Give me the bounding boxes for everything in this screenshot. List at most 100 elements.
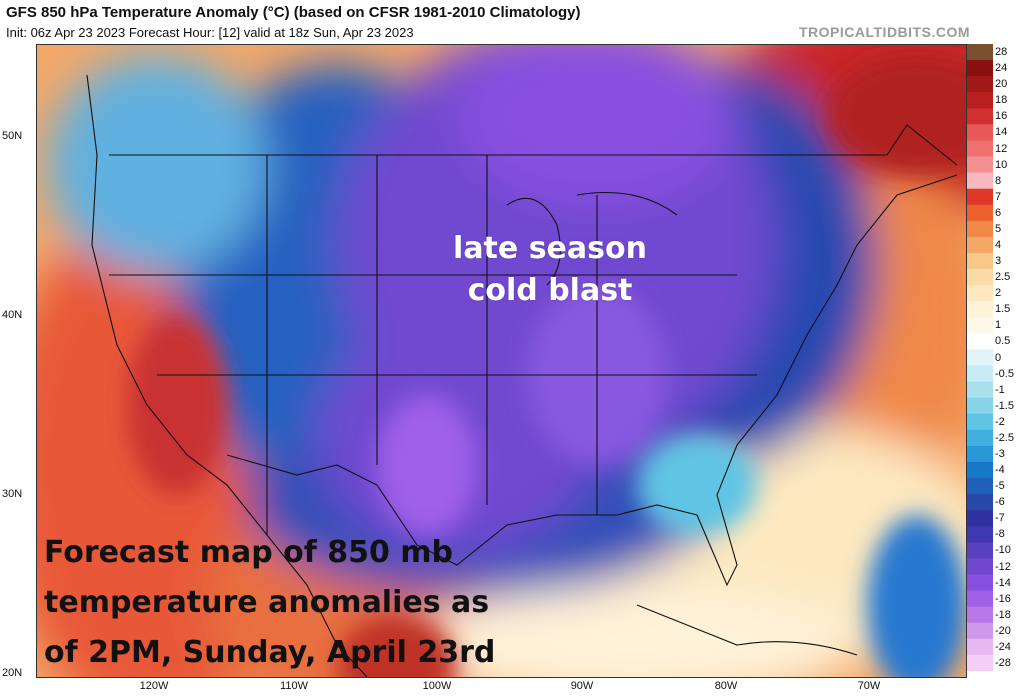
colorbar-tick-label: 1 bbox=[995, 319, 1002, 332]
colorbar-tick-label: -8 bbox=[995, 528, 1005, 541]
colorbar-tick-label: 3 bbox=[995, 255, 1002, 268]
colorbar-swatch bbox=[967, 220, 993, 238]
colorbar-swatch bbox=[967, 172, 993, 190]
colorbar-swatch bbox=[967, 542, 993, 559]
colorbar-tick-label: -12 bbox=[995, 560, 1011, 573]
colorbar-swatch bbox=[967, 445, 993, 463]
colorbar-swatch bbox=[967, 606, 993, 624]
colorbar-swatch bbox=[967, 429, 993, 447]
colorbar-swatch bbox=[967, 188, 993, 206]
caption-line-1: Forecast map of 850 mb bbox=[44, 535, 454, 570]
colorbar-tick-label: -16 bbox=[995, 592, 1011, 605]
colorbar-swatch bbox=[967, 60, 993, 77]
lon-label-90w: 90W bbox=[570, 680, 594, 692]
colorbar-swatch bbox=[967, 622, 993, 640]
colorbar-tick-label: -24 bbox=[995, 640, 1011, 653]
colorbar-tick-label: -10 bbox=[995, 544, 1011, 557]
lat-label-40n: 40N bbox=[2, 309, 23, 321]
colorbar-swatch bbox=[967, 285, 993, 302]
colorbar-swatch bbox=[967, 76, 993, 93]
colorbar-swatch bbox=[967, 333, 993, 350]
annotation-line-1: late season bbox=[453, 231, 647, 266]
lon-label-70w: 70W bbox=[857, 680, 881, 692]
map-subtitle: Init: 06z Apr 23 2023 Forecast Hour: [12… bbox=[6, 25, 414, 40]
colorbar-tick-label: -28 bbox=[995, 656, 1011, 669]
colorbar-tick-label: 7 bbox=[995, 190, 1002, 203]
colorbar-swatch bbox=[967, 574, 993, 592]
caption-line-2: temperature anomalies as bbox=[44, 585, 490, 620]
colorbar-swatch bbox=[967, 494, 993, 511]
lon-label-110w: 110W bbox=[280, 680, 308, 692]
colorbar-tick-label: 2 bbox=[995, 287, 1002, 300]
colorbar-tick-label: -20 bbox=[995, 624, 1011, 637]
colorbar-swatch bbox=[967, 236, 993, 254]
colorbar-tick-label: 4 bbox=[995, 238, 1002, 251]
colorbar-tick-label: -18 bbox=[995, 608, 1011, 621]
colorbar-tick-label: 10 bbox=[995, 158, 1008, 171]
caption-line-3: of 2PM, Sunday, April 23rd bbox=[44, 635, 496, 670]
colorbar-tick-label: -7 bbox=[995, 512, 1005, 525]
cold-blast-annotation: late season cold blast bbox=[435, 228, 665, 312]
colorbar-tick-label: 28 bbox=[995, 46, 1008, 59]
colorbar-swatch bbox=[967, 140, 993, 158]
lat-label-50n: 50N bbox=[2, 130, 23, 142]
annotation-line-2: cold blast bbox=[467, 273, 633, 308]
colorbar-swatch bbox=[967, 253, 993, 270]
colorbar-swatch bbox=[967, 478, 993, 495]
colorbar-tick-label: -6 bbox=[995, 496, 1005, 509]
lon-label-120w: 120W bbox=[139, 680, 169, 692]
colorbar-tick-label: 0.5 bbox=[995, 335, 1011, 348]
map-caption: Forecast map of 850 mb temperature anoma… bbox=[44, 528, 495, 678]
colorbar-tick-label: -0.5 bbox=[995, 367, 1014, 380]
colorbar-swatch bbox=[967, 108, 993, 125]
colorbar-swatch bbox=[967, 654, 993, 671]
colorbar-swatch bbox=[967, 526, 993, 543]
colorbar-tick-label: 8 bbox=[995, 174, 1002, 187]
colorbar-tick-label: 20 bbox=[995, 78, 1008, 91]
colorbar-tick-label: -3 bbox=[995, 447, 1005, 460]
colorbar-tick-label: 24 bbox=[995, 62, 1008, 75]
colorbar-swatch bbox=[967, 204, 993, 222]
colorbar-swatch bbox=[967, 397, 993, 415]
colorbar-swatch bbox=[967, 381, 993, 399]
colorbar-swatch bbox=[967, 44, 993, 61]
brand-watermark: TROPICALTIDBITS.COM bbox=[798, 24, 970, 40]
colorbar-tick-label: -2 bbox=[995, 415, 1005, 428]
colorbar-swatch bbox=[967, 269, 993, 286]
temperature-anomaly-map bbox=[36, 44, 967, 678]
map-canvas bbox=[37, 45, 966, 677]
colorbar-swatch bbox=[967, 558, 993, 576]
colorbar-tick-label: -14 bbox=[995, 576, 1011, 589]
colorbar-swatch bbox=[967, 124, 993, 141]
colorbar-swatch bbox=[967, 462, 993, 479]
colorbar-tick-label: 14 bbox=[995, 126, 1008, 139]
colorbar-tick-label: -1 bbox=[995, 383, 1005, 396]
colorbar-tick-label: 1.5 bbox=[995, 303, 1011, 316]
colorbar bbox=[967, 44, 993, 671]
colorbar-tick-label: -4 bbox=[995, 464, 1005, 477]
colorbar-swatch bbox=[967, 510, 993, 527]
colorbar-swatch bbox=[967, 638, 993, 656]
colorbar-tick-label: 5 bbox=[995, 222, 1002, 235]
colorbar-tick-label: 6 bbox=[995, 206, 1002, 219]
colorbar-swatch bbox=[967, 365, 993, 383]
colorbar-tick-label: -1.5 bbox=[995, 399, 1014, 412]
colorbar-tick-label: 16 bbox=[995, 110, 1008, 123]
lon-label-100w: 100W bbox=[422, 680, 452, 692]
colorbar-tick-label: 18 bbox=[995, 94, 1008, 107]
colorbar-swatch bbox=[967, 301, 993, 318]
colorbar-swatch bbox=[967, 413, 993, 431]
lon-label-80w: 80W bbox=[714, 680, 738, 692]
colorbar-swatch bbox=[967, 590, 993, 608]
map-title: GFS 850 hPa Temperature Anomaly (°C) (ba… bbox=[6, 4, 581, 21]
colorbar-swatch bbox=[967, 92, 993, 109]
colorbar-tick-label: 2.5 bbox=[995, 271, 1011, 284]
colorbar-tick-label: 12 bbox=[995, 142, 1008, 155]
colorbar-tick-label: -5 bbox=[995, 480, 1005, 493]
colorbar-tick-label: -2.5 bbox=[995, 431, 1014, 444]
lat-label-20n: 20N bbox=[2, 667, 23, 679]
colorbar-swatch bbox=[967, 156, 993, 174]
colorbar-swatch bbox=[967, 349, 993, 367]
lat-label-30n: 30N bbox=[2, 488, 23, 500]
colorbar-tick-label: 0 bbox=[995, 351, 1002, 364]
